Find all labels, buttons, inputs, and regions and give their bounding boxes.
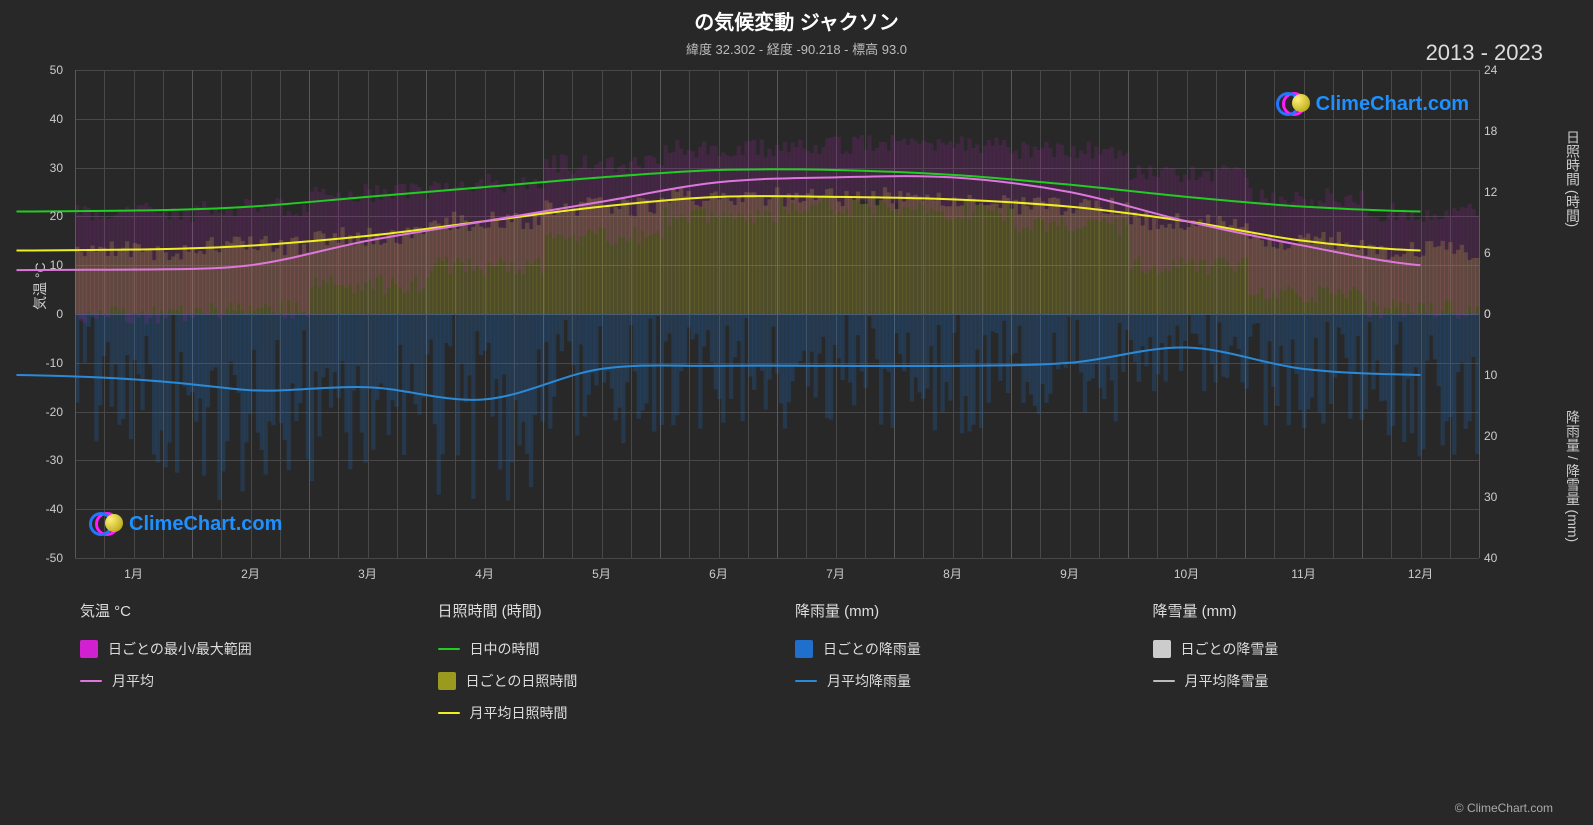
- legend-item: 日ごとの日照時間: [438, 671, 796, 691]
- legend-label: 日ごとの降雨量: [823, 639, 921, 659]
- x-tick-month: 6月: [709, 565, 728, 582]
- y-left-tick: -10: [33, 356, 63, 370]
- legend-item: 月平均降雨量: [795, 671, 1153, 691]
- legend-swatch: [80, 640, 98, 658]
- x-tick-month: 7月: [826, 565, 845, 582]
- legend-label: 月平均降雨量: [827, 671, 911, 691]
- x-tick-month: 11月: [1291, 565, 1315, 582]
- legend-swatch: [1153, 640, 1171, 658]
- x-tick-month: 9月: [1060, 565, 1079, 582]
- x-tick-month: 3月: [358, 565, 377, 582]
- y-right-tick: 6: [1484, 246, 1514, 260]
- legend-header: 日照時間 (時間): [438, 600, 796, 621]
- chart-subtitle: 緯度 32.302 - 経度 -90.218 - 標高 93.0: [0, 35, 1593, 58]
- x-tick-month: 2月: [241, 565, 260, 582]
- chart-plot-area: ClimeChart.com ClimeChart.com: [75, 70, 1479, 558]
- y-right-tick: 12: [1484, 185, 1514, 199]
- legend-swatch: [795, 640, 813, 658]
- y-right-tick: 24: [1484, 63, 1514, 77]
- y-left-tick: 50: [33, 63, 63, 77]
- legend-header: 降雨量 (mm): [795, 600, 1153, 621]
- legend-header: 気温 °C: [80, 600, 438, 621]
- climechart-logo-icon: [95, 510, 123, 538]
- y-left-tick: 40: [33, 112, 63, 126]
- legend-item: 月平均降雪量: [1153, 671, 1511, 691]
- legend-label: 日ごとの降雪量: [1181, 639, 1279, 659]
- legend-item: 月平均日照時間: [438, 703, 796, 723]
- legend-swatch: [1153, 680, 1175, 682]
- legend-swatch: [80, 680, 102, 682]
- y-left-tick: 20: [33, 209, 63, 223]
- legend-swatch: [438, 648, 460, 650]
- x-tick-month: 8月: [943, 565, 962, 582]
- legend-label: 月平均: [112, 671, 154, 691]
- x-tick-month: 4月: [475, 565, 494, 582]
- y-left-tick: -30: [33, 453, 63, 467]
- y-left-tick: -20: [33, 405, 63, 419]
- legend-label: 日ごとの最小/最大範囲: [108, 639, 252, 659]
- y-right-tick: 40: [1484, 551, 1514, 565]
- watermark-bottom: ClimeChart.com: [95, 510, 282, 538]
- y-axis-right-top-label: 日照時間 (時間): [1563, 130, 1583, 227]
- watermark-text: ClimeChart.com: [1316, 93, 1469, 116]
- legend-label: 月平均日照時間: [470, 703, 568, 723]
- y-right-tick: 30: [1484, 490, 1514, 504]
- legend-swatch: [438, 712, 460, 714]
- y-right-tick: 18: [1484, 124, 1514, 138]
- legend-item: 月平均: [80, 671, 438, 691]
- y-left-tick: 10: [33, 258, 63, 272]
- chart-title: の気候変動 ジャクソン: [0, 0, 1593, 35]
- climechart-logo-icon: [1282, 90, 1310, 118]
- legend-item: 日中の時間: [438, 639, 796, 659]
- y-right-tick: 10: [1484, 368, 1514, 382]
- legend-label: 日中の時間: [470, 639, 540, 659]
- x-tick-month: 10月: [1174, 565, 1199, 582]
- x-tick-month: 5月: [592, 565, 611, 582]
- legend-item: 日ごとの最小/最大範囲: [80, 639, 438, 659]
- x-tick-month: 12月: [1408, 565, 1433, 582]
- x-tick-month: 1月: [124, 565, 143, 582]
- legend-header: 降雪量 (mm): [1153, 600, 1511, 621]
- legend-item: 日ごとの降雨量: [795, 639, 1153, 659]
- watermark-top: ClimeChart.com: [1282, 90, 1469, 118]
- legend-item: 日ごとの降雪量: [1153, 639, 1511, 659]
- watermark-text: ClimeChart.com: [129, 513, 282, 536]
- y-left-tick: 0: [33, 307, 63, 321]
- y-left-tick: -50: [33, 551, 63, 565]
- y-left-tick: 30: [33, 161, 63, 175]
- legend-label: 日ごとの日照時間: [466, 671, 578, 691]
- y-right-tick: 0: [1484, 307, 1514, 321]
- legend-label: 月平均降雪量: [1185, 671, 1269, 691]
- legend-swatch: [795, 680, 817, 682]
- y-axis-right-bottom-label: 降雨量 / 降雪量 (mm): [1563, 410, 1583, 542]
- chart-legend: 気温 °C 日ごとの最小/最大範囲月平均 日照時間 (時間) 日中の時間日ごとの日照時…: [80, 600, 1510, 723]
- legend-swatch: [438, 672, 456, 690]
- y-left-tick: -40: [33, 502, 63, 516]
- y-right-tick: 20: [1484, 429, 1514, 443]
- copyright-text: © ClimeChart.com: [1455, 801, 1553, 815]
